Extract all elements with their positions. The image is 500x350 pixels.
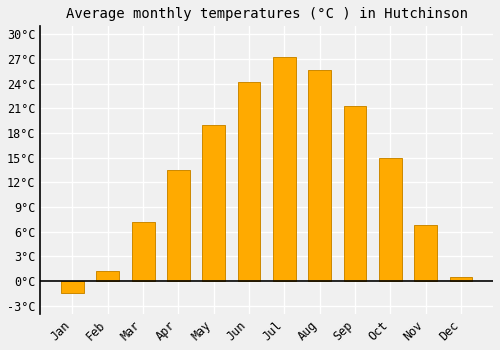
Bar [379,158,402,281]
Bar [238,82,260,281]
Bar [344,106,366,281]
Bar [450,277,472,281]
Bar [273,57,296,281]
Bar [414,225,437,281]
Bar [132,222,154,281]
Bar [167,170,190,281]
Bar [96,271,119,281]
Bar [308,70,331,281]
Title: Average monthly temperatures (°C ) in Hutchinson: Average monthly temperatures (°C ) in Hu… [66,7,468,21]
Bar [61,281,84,293]
Bar [202,125,225,281]
